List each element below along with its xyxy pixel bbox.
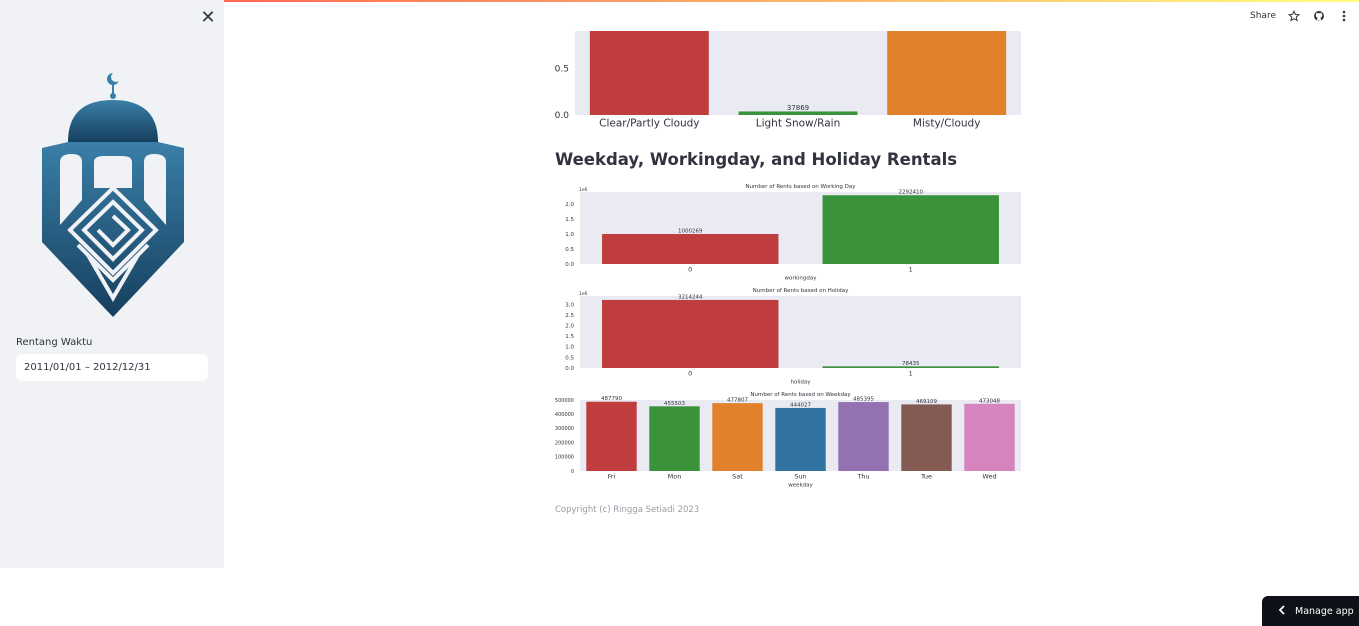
x-tick-label: Clear/Partly Cloudy [599,118,699,130]
y-tick-label: 1.5 [565,334,574,340]
bar-value-label: 3214244 [678,294,703,300]
y-tick-label: 100000 [555,455,574,461]
chart-title: Number of Rents based on Weekday [750,392,851,398]
x-tick-label: Tue [920,473,932,481]
bar-value-label: 37869 [787,104,809,112]
x-tick-label: Wed [982,473,996,481]
y-tick-label: 0.5 [555,64,569,74]
y-tick-label: 2.0 [565,324,574,330]
y-tick-label: 0.5 [565,355,574,361]
date-range-label: Rentang Waktu [16,337,93,348]
y-tick-label: 0.5 [565,247,574,253]
copyright-text: Copyright (c) Ringga Setiadi 2023 [555,505,700,515]
bar-thu [838,402,889,471]
bar-value-label: 487790 [601,396,622,402]
bar-value-label: 469109 [916,399,937,405]
axis-offset-label: 1e6 [579,187,588,193]
bar-wed [964,403,1015,471]
bar-value-label: 1000269 [678,228,703,234]
y-tick-label: 0.0 [565,262,574,268]
y-tick-label: 500000 [555,398,574,404]
y-tick-label: 1.5 [565,217,574,223]
x-axis-label: holiday [790,380,811,386]
date-range-input[interactable]: 2011/01/01 – 2012/12/31 [16,354,208,381]
close-sidebar-button[interactable]: ✕ [199,9,217,27]
y-tick-label: 400000 [555,412,574,418]
bar-value-label: 485395 [853,397,874,403]
y-tick-label: 0 [571,469,574,475]
top-decoration-bar [0,0,1359,2]
y-tick-label: 200000 [555,440,574,446]
y-tick-label: 2.5 [565,313,574,319]
holiday-rentals-chart: Number of Rents based on Holiday 1e6 0.0 0.… [565,288,1021,386]
y-tick-label: 300000 [555,426,574,432]
x-tick-label: 1 [909,266,913,274]
bar-value-label: 455503 [664,401,685,407]
x-axis-label: workingday [785,276,818,282]
close-icon: ✕ [200,7,216,28]
x-tick-label: 1 [909,370,913,378]
chevron-left-icon [1278,604,1285,618]
y-tick-label: 0.0 [565,366,574,372]
bar-value-label: 2292410 [899,190,924,196]
x-tick-label: Mon [668,473,682,481]
bar-value-label: 444027 [790,402,811,408]
app-toolbar: Share [1250,8,1351,24]
bar-sat [712,403,763,471]
bar-fri [586,401,637,471]
y-tick-label: 1.0 [565,232,574,238]
bar-light-snow-rain [738,111,858,115]
section-title: Weekday, Workingday, and Holiday Rentals [555,150,958,169]
x-axis-label: weekday [788,483,813,489]
workingday-rentals-chart: Number of Rents based on Working Day 1e6 0… [565,184,1021,282]
x-tick-label: 0 [688,370,692,378]
weekday-rentals-chart: Number of Rents based on Weekday 0 100000 2… [555,392,1021,489]
bar-value-label: 477807 [727,398,748,404]
sidebar: ✕ [0,0,224,568]
bar-1 [822,366,999,368]
y-tick-label: 3.0 [565,302,574,308]
bar-value-label: 78435 [902,361,920,367]
chart-title: Number of Rents based on Working Day [745,184,856,190]
bar-clear-partly-cloudy [589,31,709,115]
x-tick-label: Fri [608,473,616,481]
x-tick-label: 0 [688,266,692,274]
share-button[interactable]: Share [1250,11,1276,21]
bar-0 [602,299,779,368]
weather-rentals-chart: 0.0 0.5 Clear/Partly Cloudy 37869 Light Snow… [555,31,1021,130]
mosque-kufic-logo [38,70,188,324]
x-tick-label: Thu [856,473,869,481]
bar-value-label: 473048 [979,398,1000,404]
bar-1 [822,195,999,264]
x-tick-label: Light Snow/Rain [756,118,840,130]
x-tick-label: Sun [794,473,806,481]
more-vertical-icon[interactable] [1337,9,1351,23]
y-tick-label: 2.0 [565,202,574,208]
manage-app-label: Manage app [1295,605,1354,617]
bar-misty-cloudy [887,31,1007,115]
bar-tue [901,404,952,471]
bar-0 [602,233,779,264]
bar-sun [775,407,826,471]
x-tick-label: Misty/Cloudy [913,118,981,130]
chart-title: Number of Rents based on Holiday [753,288,849,294]
x-tick-label: Sat [732,473,743,481]
github-icon[interactable] [1312,9,1326,23]
bar-mon [649,406,700,471]
manage-app-button[interactable]: Manage app [1262,596,1359,626]
y-tick-label: 0.0 [555,111,570,121]
star-icon[interactable] [1287,9,1301,23]
axis-offset-label: 1e6 [579,291,588,297]
y-tick-label: 1.0 [565,345,574,351]
